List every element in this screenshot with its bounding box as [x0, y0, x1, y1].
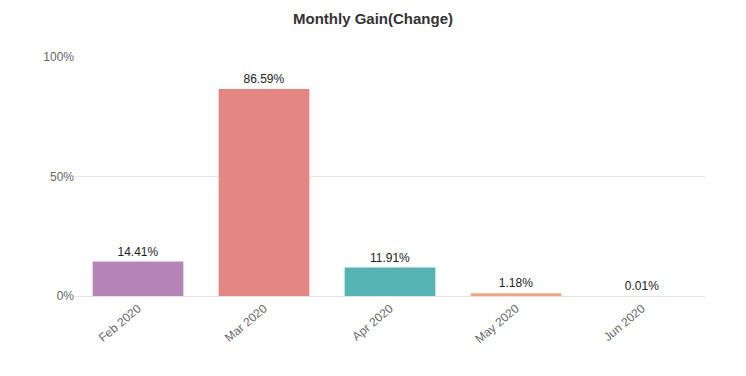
svg-text:0%: 0% — [57, 289, 75, 303]
svg-text:50%: 50% — [50, 170, 74, 184]
svg-text:11.91%: 11.91% — [370, 251, 410, 265]
svg-text:86.59%: 86.59% — [243, 72, 284, 86]
svg-text:1.18%: 1.18% — [499, 276, 533, 290]
svg-text:Jun 2020: Jun 2020 — [601, 301, 648, 344]
svg-text:Monthly Gain(Change): Monthly Gain(Change) — [293, 10, 453, 27]
svg-text:14.41%: 14.41% — [117, 245, 158, 259]
svg-text:Mar 2020: Mar 2020 — [222, 301, 270, 345]
svg-text:Apr 2020: Apr 2020 — [349, 301, 396, 343]
svg-text:0.01%: 0.01% — [625, 279, 659, 293]
svg-text:100%: 100% — [43, 50, 74, 64]
svg-text:May 2020: May 2020 — [472, 301, 522, 346]
svg-text:Feb 2020: Feb 2020 — [96, 301, 144, 345]
